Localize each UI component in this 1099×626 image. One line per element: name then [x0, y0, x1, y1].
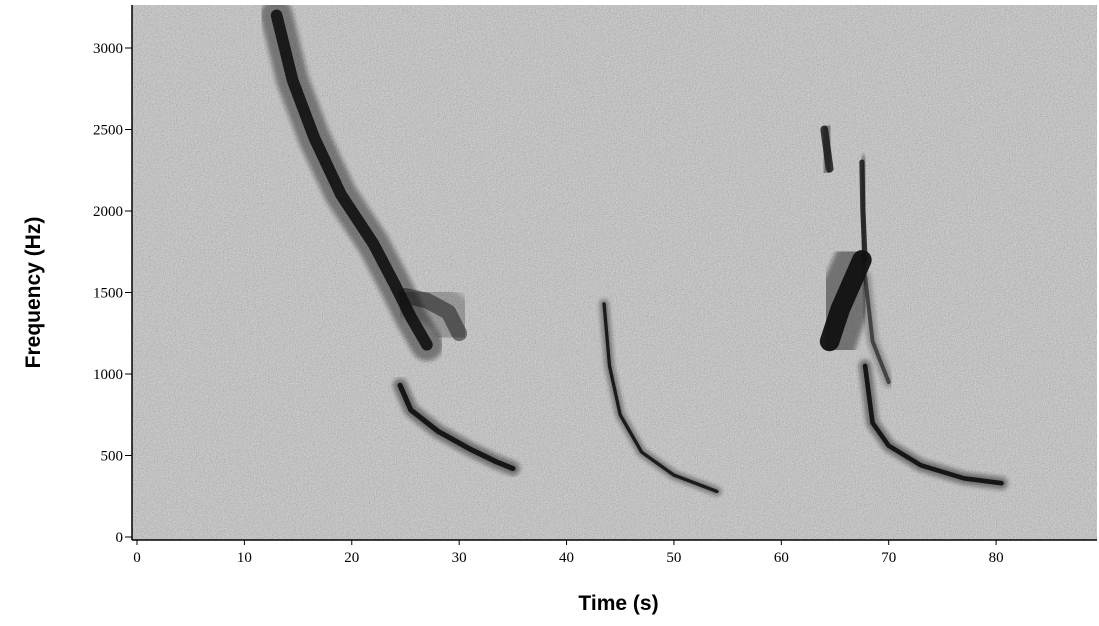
y-tick-label: 1000 [93, 367, 123, 383]
y-tick-label: 0 [116, 530, 124, 546]
x-tick-label: 30 [452, 550, 467, 566]
signal-trace [397, 382, 516, 472]
signal-trace [820, 125, 834, 173]
x-axis: 0 10 20 30 40 50 60 70 80 [132, 539, 1097, 566]
x-tick-label: 70 [881, 550, 896, 566]
y-tick-label: 3000 [93, 41, 123, 57]
x-tick-label: 80 [989, 550, 1004, 566]
signal-trace [602, 302, 719, 494]
y-axis-title: Frequency (Hz) [22, 217, 45, 369]
y-tick-label: 500 [101, 449, 124, 465]
plot-area [132, 5, 1097, 540]
x-tick-label: 60 [774, 550, 789, 566]
y-tick-label: 2000 [93, 204, 123, 220]
y-tick-label: 1500 [93, 286, 123, 302]
spectrogram-noise [132, 5, 1097, 540]
x-axis-title: Time (s) [578, 592, 658, 615]
x-tick-label: 40 [559, 550, 574, 566]
signal-trace [863, 274, 891, 385]
signal-trace [862, 363, 1004, 486]
signal-trace [397, 287, 468, 342]
x-tick-label: 20 [344, 550, 359, 566]
x-tick-label: 50 [666, 550, 681, 566]
y-axis: 0 500 1000 1500 2000 2500 3000 [93, 5, 133, 546]
signal-trace [819, 250, 872, 352]
y-tick-label: 2500 [93, 123, 123, 139]
signal-traces [260, 5, 1008, 496]
signal-trace [859, 159, 868, 263]
x-tick-label: 0 [133, 550, 141, 566]
x-tick-label: 10 [237, 550, 252, 566]
